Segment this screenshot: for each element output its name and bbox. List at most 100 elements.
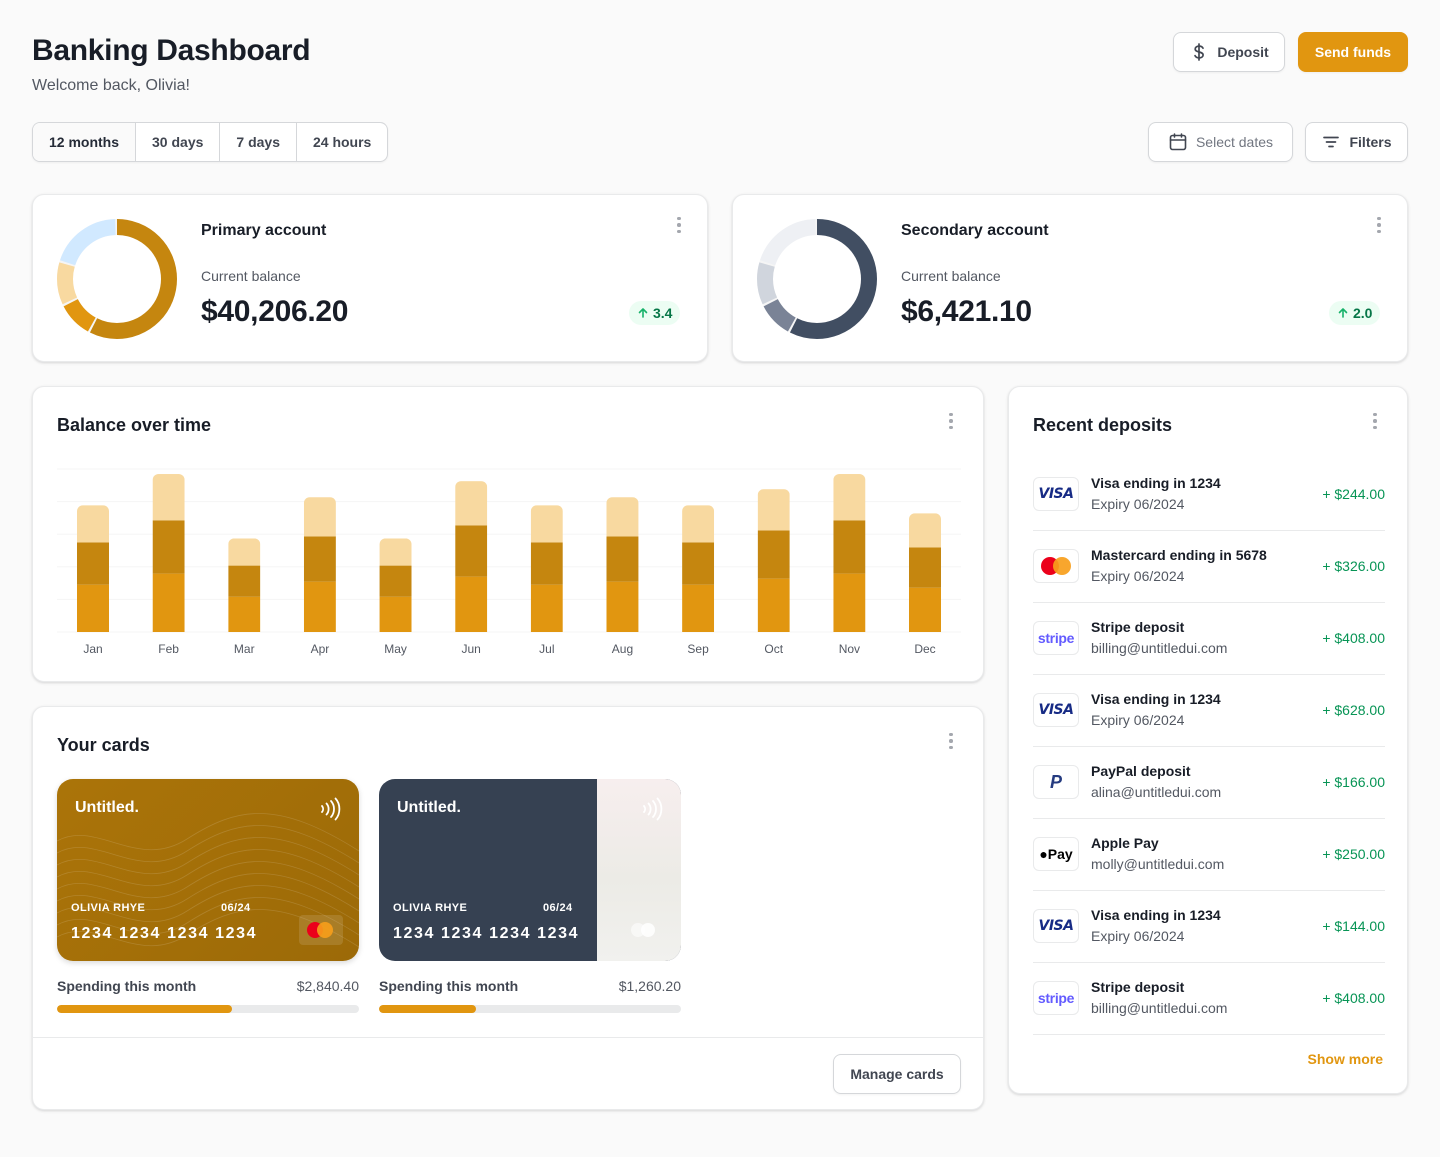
card-brand: Untitled. (397, 799, 461, 816)
deposit-row[interactable]: stripe Stripe deposit billing@untitledui.c… (1033, 963, 1385, 1035)
bar-Aug-series-0 (606, 581, 639, 632)
gold-credit-card[interactable]: Untitled. OLIVIA RHYE 06/24 1234 1234 12… (57, 779, 359, 961)
deposit-amount: + $166.00 (1322, 774, 1385, 790)
bar-Oct-series-2 (757, 489, 790, 531)
bar-Feb-series-0 (152, 573, 185, 632)
manage-cards-button[interactable]: Manage cards (833, 1054, 961, 1094)
bar-stack-Oct (757, 489, 790, 632)
bar-Dec-series-1 (909, 547, 941, 588)
more-options-button[interactable] (1369, 215, 1389, 235)
deposit-detail: Expiry 06/2024 (1091, 568, 1185, 584)
deposit-name: PayPal deposit (1091, 763, 1191, 779)
deposit-name: Mastercard ending in 5678 (1091, 547, 1267, 563)
deposit-button[interactable]: Deposit (1173, 32, 1285, 72)
deposit-amount: + $144.00 (1322, 918, 1385, 934)
range-tab-12-months[interactable]: 12 months (33, 123, 137, 161)
stripe-logo: stripe (1033, 981, 1079, 1015)
divider (33, 1037, 983, 1038)
ring-segment (57, 219, 177, 339)
deposit-row[interactable]: P PayPal deposit alina@untitledui.com + $16… (1033, 747, 1385, 819)
x-tick-label: May (384, 642, 407, 656)
deposit-row[interactable]: stripe Stripe deposit billing@untitledui.c… (1033, 603, 1385, 675)
filters-button[interactable]: Filters (1305, 122, 1408, 162)
bar-May-series-0 (379, 596, 412, 632)
bar-Aug-series-2 (606, 497, 639, 537)
bar-Jun-series-2 (455, 481, 488, 526)
range-tab-30-days[interactable]: 30 days (136, 123, 221, 161)
card-number: 1234 1234 1234 1234 (71, 925, 258, 942)
send-funds-button[interactable]: Send funds (1298, 32, 1408, 72)
range-tab-24-hours[interactable]: 24 hours (312, 134, 372, 150)
deposit-name: Visa ending in 1234 (1091, 907, 1221, 923)
bar-Mar-series-0 (228, 596, 261, 632)
more-options-button[interactable] (941, 411, 961, 431)
range-tab-7-days[interactable]: 7 days (220, 123, 297, 161)
bar-Nov-series-1 (833, 520, 866, 574)
deposit-row[interactable]: VISA Visa ending in 1234 Expiry 06/2024 + $… (1033, 459, 1385, 531)
bar-Jan-series-2 (77, 505, 109, 543)
card-wave-pattern (57, 813, 359, 948)
bar-Apr-series-2 (303, 497, 336, 537)
card-expiry: 06/24 (221, 902, 251, 914)
x-tick-label: Jan (83, 642, 102, 656)
bar-Jun-series-0 (455, 576, 488, 632)
select-dates-button[interactable]: Select dates (1148, 122, 1293, 162)
account-balance: $6,421.10 (901, 295, 1032, 328)
deposit-row[interactable]: ●Pay Apple Pay molly@untitledui.com + $250.… (1033, 819, 1385, 891)
deposit-row[interactable]: VISA Visa ending in 1234 Expiry 06/2024 + $… (1033, 891, 1385, 963)
deposit-row[interactable]: VISA Visa ending in 1234 Expiry 06/2024 + $… (1033, 675, 1385, 747)
deposit-name: Stripe deposit (1091, 619, 1185, 635)
show-more-link[interactable]: Show more (1307, 1051, 1383, 1067)
card-holder: OLIVIA RHYE (393, 902, 468, 914)
account-balance: $40,206.20 (201, 295, 349, 328)
x-tick-label: Feb (158, 642, 179, 656)
deposit-name: Visa ending in 1234 (1091, 475, 1221, 491)
x-tick-label: Aug (612, 642, 633, 656)
bar-Mar-series-2 (228, 538, 261, 566)
visa-logo: VISA (1033, 693, 1079, 727)
bar-Jan-series-1 (77, 542, 109, 585)
card-holder: OLIVIA RHYE (71, 902, 146, 914)
more-options-button[interactable] (941, 731, 961, 751)
contactless-icon (321, 797, 341, 821)
spending-label: Spending this month (379, 978, 519, 994)
x-tick-label: Dec (914, 642, 935, 656)
bar-Sep-series-0 (682, 584, 715, 632)
page-subtitle: Welcome back, Olivia! (32, 77, 190, 94)
deposit-row[interactable]: Mastercard ending in 5678 Expiry 06/2024 +… (1033, 531, 1385, 603)
filter-lines-icon (1323, 136, 1340, 148)
account-name: Secondary account (901, 222, 1049, 239)
bar-Sep-series-1 (682, 542, 715, 585)
deposit-amount: + $326.00 (1322, 558, 1385, 574)
balance-label: Current balance (201, 268, 301, 284)
primary-account-card: Primary account Current balance $40,206.… (32, 194, 708, 362)
ring-segment (757, 219, 877, 339)
mastercard-icon (629, 921, 659, 939)
bar-stack-Mar (228, 538, 261, 632)
mastercard-logo (1033, 549, 1079, 583)
x-tick-label: Jun (462, 642, 481, 656)
deposit-amount: + $408.00 (1322, 990, 1385, 1006)
calendar-icon (1169, 133, 1187, 151)
balance-label: Current balance (901, 268, 1001, 284)
primary-account-ring (57, 219, 177, 339)
card-expiry: 06/24 (543, 902, 573, 914)
dark-credit-card[interactable]: Untitled. OLIVIA RHYE 06/24 1234 1234 12… (379, 779, 681, 961)
more-options-button[interactable] (1365, 411, 1385, 431)
more-options-button[interactable] (669, 215, 689, 235)
bar-stack-Jul (530, 505, 563, 632)
bar-Jul-series-1 (530, 542, 563, 585)
deposit-detail: billing@untitledui.com (1091, 640, 1228, 656)
bar-Mar-series-1 (228, 565, 261, 597)
bar-stack-Feb (152, 474, 185, 632)
spending-progress-fill (57, 1005, 233, 1013)
bar-Aug-series-1 (606, 536, 639, 582)
deposit-detail: Expiry 06/2024 (1091, 928, 1185, 944)
secondary-account-card: Secondary account Current balance $6,421… (732, 194, 1408, 362)
paypal-logo: P (1033, 765, 1079, 799)
date-range-tabs: 12 months 30 days 7 days 24 hours (32, 122, 389, 162)
bar-Nov-series-0 (833, 573, 866, 632)
bar-stack-Dec (909, 513, 941, 632)
spending-progress-fill (379, 1005, 476, 1013)
recent-deposits-panel: Recent deposits VISA Visa ending in 1234 E… (1008, 386, 1408, 1094)
